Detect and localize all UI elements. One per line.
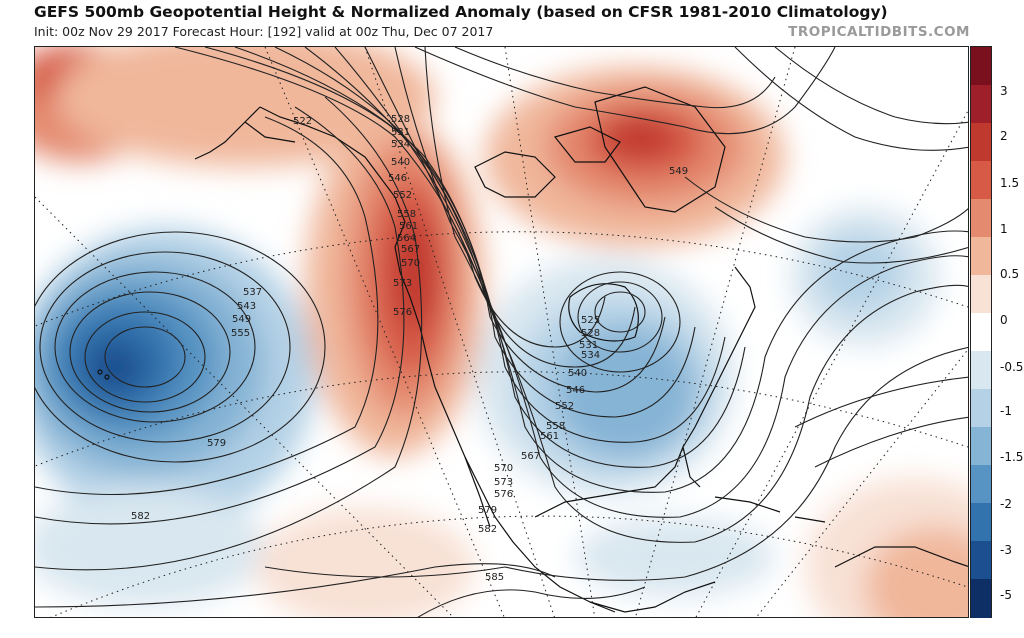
label-552: 552 bbox=[393, 190, 412, 201]
label-549-pacific: 549 bbox=[232, 314, 251, 325]
colorbar-segment bbox=[971, 503, 991, 542]
height-contours bbox=[35, 47, 968, 617]
colorbar-tick-label: 1 bbox=[1000, 222, 1008, 236]
colorbar-segment bbox=[971, 579, 991, 618]
label-555-pacific: 555 bbox=[231, 328, 250, 339]
label-540-trough: 540 bbox=[568, 368, 587, 379]
label-546-trough: 546 bbox=[566, 385, 585, 396]
label-531-trough: 531 bbox=[579, 340, 598, 351]
colorbar-segment bbox=[971, 313, 991, 352]
label-564: 564 bbox=[397, 233, 416, 244]
label-561: 561 bbox=[399, 221, 418, 232]
label-558-trough: 558 bbox=[546, 421, 565, 432]
colorbar-tick-label: -0.5 bbox=[1000, 360, 1024, 374]
label-582-pacific: 582 bbox=[131, 511, 150, 522]
label-543-pacific: 543 bbox=[237, 301, 256, 312]
label-582-mexico: 582 bbox=[478, 524, 497, 535]
label-531: 531 bbox=[391, 127, 410, 138]
colorbar-tick-label: -1 bbox=[1000, 404, 1012, 418]
label-546: 546 bbox=[388, 173, 407, 184]
label-534-trough: 534 bbox=[581, 350, 600, 361]
label-522: 522 bbox=[293, 116, 312, 127]
contour-labels: 522 528 531 534 540 546 552 558 561 564 … bbox=[131, 114, 688, 583]
colorbar-segment bbox=[971, 389, 991, 428]
brand-watermark: TROPICALTIDBITS.COM bbox=[788, 24, 970, 40]
colorbar-tick-label: -1.5 bbox=[1000, 450, 1024, 464]
label-567: 567 bbox=[401, 244, 420, 255]
label-537-pacific: 537 bbox=[243, 287, 262, 298]
label-528: 528 bbox=[391, 114, 410, 125]
colorbar-tick-label: 0 bbox=[1000, 313, 1008, 327]
colorbar-segment bbox=[971, 85, 991, 124]
colorbar-segment bbox=[971, 199, 991, 238]
label-585-mexico: 585 bbox=[485, 572, 504, 583]
label-540: 540 bbox=[391, 157, 410, 168]
colorbar-tick-label: 1.5 bbox=[1000, 176, 1020, 190]
colorbar-tick-label: -5 bbox=[1000, 588, 1012, 602]
label-567-trough: 567 bbox=[521, 451, 540, 462]
label-558: 558 bbox=[397, 209, 416, 220]
label-570: 570 bbox=[401, 258, 420, 269]
colorbar-tick-label: 2 bbox=[1000, 129, 1008, 143]
label-573: 573 bbox=[393, 278, 412, 289]
label-576: 576 bbox=[393, 307, 412, 318]
colorbar bbox=[970, 46, 992, 618]
colorbar-tick-label: -2 bbox=[1000, 497, 1012, 511]
colorbar-segment bbox=[971, 47, 991, 86]
colorbar-segment bbox=[971, 351, 991, 390]
colorbar-segment bbox=[971, 275, 991, 314]
label-573-trough: 573 bbox=[494, 477, 513, 488]
colorbar-tick-label: -3 bbox=[1000, 543, 1012, 557]
label-525-trough: 525 bbox=[581, 315, 600, 326]
label-570-trough: 570 bbox=[494, 463, 513, 474]
colorbar-tick-label: 3 bbox=[1000, 84, 1008, 98]
colorbar-segment bbox=[971, 123, 991, 162]
colorbar-segment bbox=[971, 427, 991, 466]
coastlines bbox=[97, 86, 968, 613]
label-549-greenland: 549 bbox=[669, 166, 688, 177]
label-561-trough: 561 bbox=[540, 431, 559, 442]
label-528-trough: 528 bbox=[581, 328, 600, 339]
map-canvas: 522 528 531 534 540 546 552 558 561 564 … bbox=[35, 47, 968, 617]
label-579-pacific: 579 bbox=[207, 438, 226, 449]
colorbar-segment bbox=[971, 237, 991, 276]
colorbar-segment bbox=[971, 161, 991, 200]
colorbar-segment bbox=[971, 465, 991, 504]
forecast-info: Init: 00z Nov 29 2017 Forecast Hour: [19… bbox=[34, 24, 494, 39]
anomaly-map: 522 528 531 534 540 546 552 558 561 564 … bbox=[34, 46, 969, 618]
label-579-mexico: 579 bbox=[478, 505, 497, 516]
label-534: 534 bbox=[391, 139, 410, 150]
colorbar-tick-label: 0.5 bbox=[1000, 267, 1020, 281]
lat-lon-grid bbox=[35, 47, 968, 617]
colorbar-segment bbox=[971, 541, 991, 580]
chart-title: GEFS 500mb Geopotential Height & Normali… bbox=[34, 3, 888, 21]
label-552-trough: 552 bbox=[555, 401, 574, 412]
label-576-trough: 576 bbox=[494, 489, 513, 500]
